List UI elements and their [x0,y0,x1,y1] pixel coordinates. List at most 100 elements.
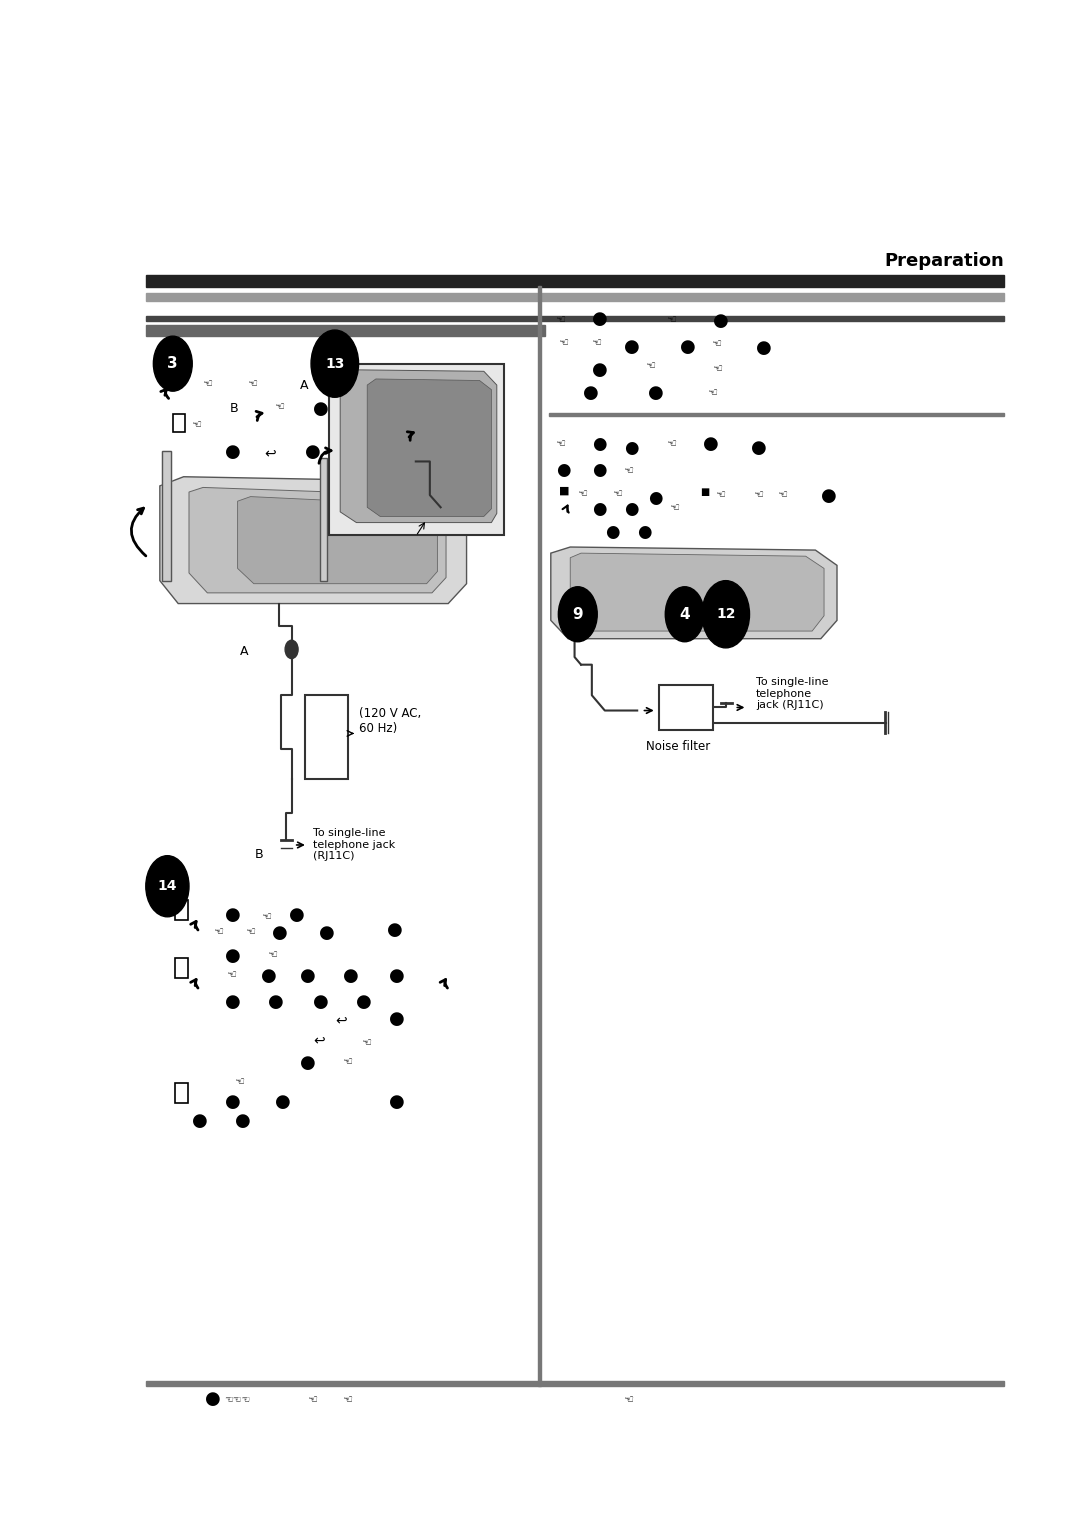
Text: ●: ● [225,906,241,924]
Circle shape [146,856,189,917]
Text: ☜: ☜ [578,489,588,500]
Circle shape [558,587,597,642]
Text: Preparation: Preparation [885,252,1004,270]
Text: ●: ● [313,993,329,1012]
Text: ☜: ☜ [559,338,569,348]
Text: ●: ● [225,1093,241,1111]
Text: ☜: ☜ [556,439,566,449]
Text: ☜: ☜ [246,927,256,938]
Text: ☜: ☜ [192,420,202,431]
Bar [175,1083,188,1103]
Text: ☜: ☜ [716,490,726,501]
Bar [549,413,1004,416]
Text: ☜: ☜ [667,439,677,449]
Text: ●: ● [605,523,619,541]
Text: ●: ● [338,405,350,419]
Text: ↩: ↩ [313,1033,325,1047]
Text: ↩: ↩ [335,1013,347,1027]
Text: ●: ● [387,921,403,940]
Text: ●: ● [305,443,321,461]
Text: ●: ● [389,1093,405,1111]
Text: ☜: ☜ [248,379,258,390]
Text: 9: 9 [572,607,583,622]
Text: ●: ● [637,523,651,541]
Text: ●: ● [225,947,241,966]
Bar [173,414,185,432]
Text: 14: 14 [158,879,177,894]
Text: ●: ● [713,312,729,330]
Bar [538,286,541,1386]
Text: ●: ● [389,1010,405,1028]
Text: ☜☜☜: ☜☜☜ [225,1395,251,1406]
Text: ☜: ☜ [343,1395,353,1406]
Text: ☜: ☜ [667,315,677,325]
Text: ■: ■ [559,486,570,497]
Text: ☜: ☜ [556,315,566,325]
Text: ☜: ☜ [275,402,285,413]
Text: A: A [240,645,248,659]
Text: ●: ● [583,384,599,402]
Text: ●: ● [365,405,377,419]
Text: ☜: ☜ [754,490,764,501]
Text: C: C [397,442,405,452]
Text: ☜: ☜ [343,1057,353,1068]
Text: ☜: ☜ [227,970,237,981]
Text: B: B [255,848,264,862]
Text: 13: 13 [325,356,345,371]
Text: ●: ● [261,967,278,986]
Text: 4: 4 [679,607,690,622]
Text: ☜: ☜ [235,1077,245,1088]
Text: ☜: ☜ [613,489,623,500]
Circle shape [311,330,359,397]
Text: ●: ● [300,967,316,986]
Bar [162,451,171,581]
Text: ●: ● [313,400,329,419]
Text: ●: ● [624,500,638,518]
Text: (120 V AC,
60 Hz): (120 V AC, 60 Hz) [359,707,421,735]
Bar [329,364,504,535]
Text: ●: ● [300,1054,316,1073]
Text: ☜: ☜ [670,503,679,513]
Text: ●: ● [592,361,608,379]
Text: ●: ● [268,993,284,1012]
Text: 12: 12 [716,607,735,622]
Text: ☜: ☜ [592,338,602,348]
Circle shape [153,336,192,391]
Text: ☜: ☜ [214,927,224,938]
Polygon shape [189,487,446,593]
Text: ■: ■ [700,487,710,498]
Text: 3: 3 [167,356,178,371]
Polygon shape [367,379,491,516]
Text: ●: ● [751,439,767,457]
Bar [146,316,1004,321]
Text: ●: ● [680,338,697,356]
Text: ●: ● [703,435,719,454]
Polygon shape [160,477,467,604]
Text: ☜: ☜ [646,361,656,371]
Polygon shape [238,497,437,584]
Text: Noise filter: Noise filter [646,740,710,753]
Text: ☜: ☜ [362,1038,372,1048]
Text: ☜: ☜ [708,388,718,399]
Polygon shape [570,553,824,631]
Text: ●: ● [648,384,664,402]
Text: ☜: ☜ [624,1395,634,1406]
Text: ●: ● [648,489,662,507]
Bar [175,958,188,978]
Text: ●: ● [624,439,638,457]
Text: ☜: ☜ [308,1395,318,1406]
Bar [305,695,348,779]
Text: ●: ● [592,461,606,480]
Bar [175,900,188,920]
Bar [320,458,327,581]
Text: To single-line
telephone
jack (RJ11C): To single-line telephone jack (RJ11C) [756,677,828,711]
Polygon shape [340,370,497,523]
Text: ☜: ☜ [712,339,721,350]
Text: ☜: ☜ [624,466,634,477]
Bar [146,275,1004,287]
Text: ●: ● [192,1112,208,1131]
Text: ☜: ☜ [778,490,787,501]
Text: C: C [351,405,360,419]
Polygon shape [551,547,837,639]
Circle shape [665,587,704,642]
